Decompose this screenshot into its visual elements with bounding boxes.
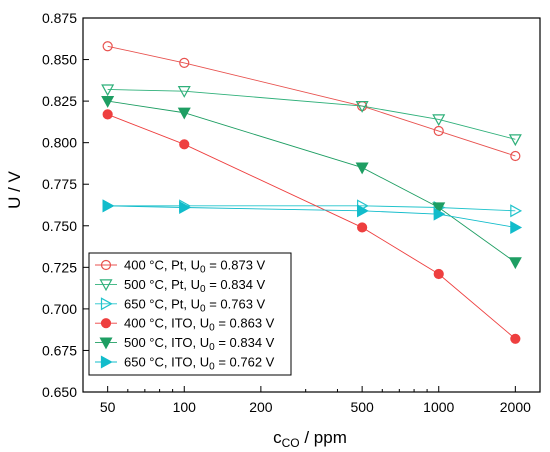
legend-label-value: = 0.873 V bbox=[206, 258, 266, 273]
legend-label-main: 500 °C, ITO, U bbox=[124, 335, 209, 350]
y-tick-label: 0.775 bbox=[42, 176, 77, 192]
axis-ticks: 0.650 0.675 0.700 0.725 0.750 0.775 0.800 0.825… bbox=[42, 10, 531, 415]
data-point bbox=[433, 207, 446, 221]
legend-label-value: = 0.763 V bbox=[206, 296, 266, 311]
legend-marker bbox=[100, 355, 113, 369]
y-tick-label: 0.750 bbox=[42, 218, 77, 234]
data-point bbox=[510, 204, 523, 218]
data-point bbox=[508, 134, 522, 147]
y-tick-label: 0.675 bbox=[42, 342, 77, 358]
y-tick-label: 0.850 bbox=[42, 52, 77, 68]
data-point bbox=[510, 220, 523, 234]
data-point bbox=[101, 96, 115, 108]
series-5 bbox=[101, 96, 522, 270]
series-line bbox=[107, 89, 516, 140]
series-2 bbox=[101, 84, 522, 147]
legend-label-main: 650 °C, ITO, U bbox=[124, 355, 209, 370]
series-line bbox=[107, 205, 516, 212]
data-point bbox=[357, 222, 368, 233]
legend-label: 400 °C, Pt, U0 = 0.873 V bbox=[124, 258, 266, 276]
x-axis-title: cCO / ppm bbox=[273, 428, 347, 450]
data-point bbox=[432, 202, 446, 215]
data-point bbox=[355, 100, 369, 113]
data-point bbox=[102, 109, 113, 120]
legend-marker bbox=[100, 318, 112, 329]
y-tick-label: 0.725 bbox=[42, 259, 77, 275]
legend-label: 400 °C, ITO, U0 = 0.863 V bbox=[124, 316, 275, 334]
x-axis-title-sub: CO bbox=[282, 436, 300, 450]
data-point bbox=[177, 107, 191, 120]
series-line bbox=[107, 100, 516, 263]
data-point bbox=[355, 162, 369, 175]
series-line bbox=[107, 205, 516, 228]
legend-label-main: 400 °C, ITO, U bbox=[124, 316, 209, 331]
data-point bbox=[432, 114, 446, 127]
x-tick-label: 1000 bbox=[423, 399, 454, 415]
legend-label-main: 400 °C, Pt, U bbox=[124, 258, 200, 273]
y-tick-label: 0.825 bbox=[42, 93, 77, 109]
x-tick-label: 200 bbox=[249, 399, 273, 415]
series-3 bbox=[102, 199, 523, 218]
legend-label-value: = 0.834 V bbox=[206, 277, 266, 292]
data-point bbox=[177, 86, 191, 98]
data-point bbox=[433, 268, 444, 280]
legend-label-sub: 0 bbox=[200, 284, 206, 295]
legend-marker bbox=[99, 337, 113, 350]
data-point bbox=[101, 84, 115, 97]
data-point bbox=[510, 333, 521, 344]
legend-label-sub: 0 bbox=[200, 303, 206, 314]
series-6 bbox=[102, 199, 523, 234]
legend-box bbox=[88, 252, 292, 376]
series-line bbox=[107, 45, 516, 157]
x-tick-label: 100 bbox=[173, 399, 197, 415]
legend-label-sub: 0 bbox=[200, 265, 206, 276]
x-axis-title-main: c bbox=[273, 428, 282, 447]
legend-item: 400 °C, ITO, U0 = 0.863 V bbox=[95, 316, 275, 334]
legend-label-main: 650 °C, Pt, U bbox=[124, 296, 200, 311]
legend-label: 500 °C, ITO, U0 = 0.834 V bbox=[124, 335, 275, 353]
data-point bbox=[102, 199, 115, 213]
legend-marker bbox=[100, 297, 113, 311]
legend-item: 500 °C, Pt, U0 = 0.834 V bbox=[95, 277, 266, 295]
legend-item: 650 °C, Pt, U0 = 0.763 V bbox=[95, 296, 266, 314]
legend-label: 500 °C, Pt, U0 = 0.834 V bbox=[124, 277, 266, 295]
y-axis-title: U / V bbox=[5, 170, 24, 208]
x-tick-label: 50 bbox=[100, 399, 116, 415]
legend-label: 650 °C, ITO, U0 = 0.762 V bbox=[124, 355, 275, 373]
legend-label-sub: 0 bbox=[209, 362, 215, 373]
legend-label-value: = 0.834 V bbox=[215, 335, 275, 350]
data-point bbox=[179, 139, 190, 150]
y-tick-label: 0.700 bbox=[42, 301, 77, 317]
legend-label: 650 °C, Pt, U0 = 0.763 V bbox=[124, 296, 266, 314]
data-point bbox=[179, 200, 192, 215]
x-axis-title-unit: / ppm bbox=[300, 428, 347, 447]
legend-marker bbox=[99, 279, 113, 292]
y-tick-label: 0.800 bbox=[42, 135, 77, 151]
data-point bbox=[179, 57, 190, 68]
data-point bbox=[357, 204, 369, 218]
series-1 bbox=[102, 41, 521, 162]
data-point bbox=[102, 41, 113, 52]
legend-label-main: 500 °C, Pt, U bbox=[124, 277, 200, 292]
legend-label-sub: 0 bbox=[209, 323, 215, 334]
legend-item: 500 °C, ITO, U0 = 0.834 V bbox=[95, 335, 275, 353]
legend-label-value: = 0.863 V bbox=[215, 316, 275, 331]
data-point bbox=[510, 150, 521, 162]
legend-label-value: = 0.762 V bbox=[215, 355, 275, 370]
data-point bbox=[433, 125, 444, 137]
plot-frame bbox=[82, 17, 541, 393]
x-tick-label: 2000 bbox=[500, 399, 531, 415]
series-4 bbox=[102, 109, 521, 344]
legend-label-sub: 0 bbox=[209, 342, 215, 353]
legend-item: 650 °C, ITO, U0 = 0.762 V bbox=[95, 355, 275, 373]
series-layer bbox=[101, 41, 523, 344]
y-tick-label: 0.650 bbox=[42, 384, 77, 400]
y-tick-label: 0.875 bbox=[42, 10, 77, 26]
x-tick-label: 500 bbox=[350, 399, 374, 415]
data-point bbox=[508, 257, 522, 270]
legend-marker bbox=[100, 259, 112, 271]
legend-item: 400 °C, Pt, U0 = 0.873 V bbox=[95, 258, 266, 276]
